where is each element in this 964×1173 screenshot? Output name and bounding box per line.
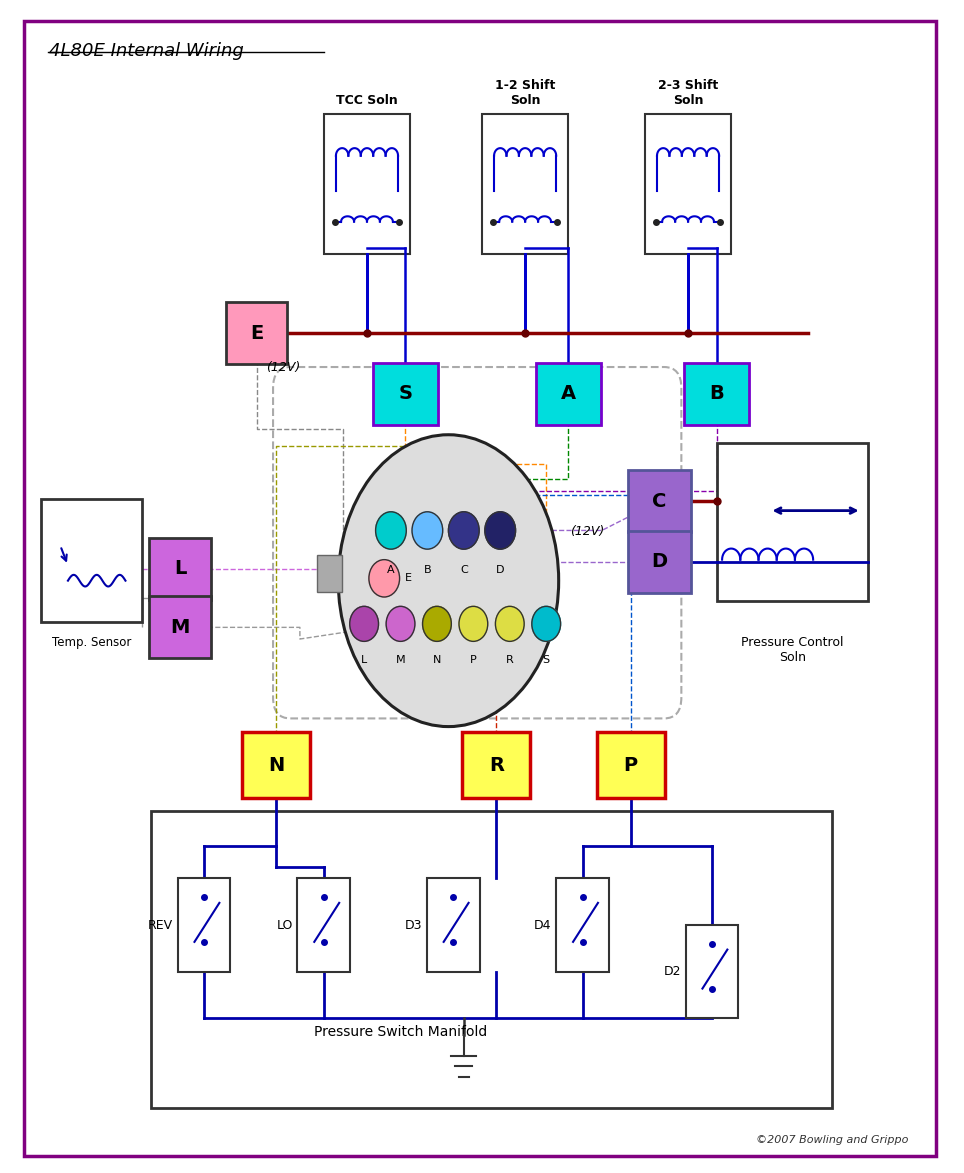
- Text: D4: D4: [534, 918, 551, 931]
- Text: A: A: [388, 565, 395, 576]
- Text: M: M: [395, 656, 405, 665]
- Text: 1-2 Shift
Soln: 1-2 Shift Soln: [495, 79, 555, 107]
- Circle shape: [369, 560, 399, 597]
- FancyBboxPatch shape: [684, 362, 749, 425]
- Text: R: R: [506, 656, 514, 665]
- Text: M: M: [171, 618, 190, 637]
- FancyBboxPatch shape: [373, 362, 438, 425]
- FancyBboxPatch shape: [41, 499, 142, 622]
- Text: E: E: [250, 324, 263, 343]
- Text: Pressure Control
Soln: Pressure Control Soln: [741, 636, 844, 664]
- Text: L: L: [361, 656, 367, 665]
- FancyBboxPatch shape: [556, 879, 609, 971]
- Text: LO: LO: [277, 918, 293, 931]
- Ellipse shape: [338, 435, 559, 726]
- Circle shape: [387, 606, 415, 642]
- FancyBboxPatch shape: [645, 114, 732, 253]
- Text: B: B: [423, 565, 431, 576]
- Text: D3: D3: [405, 918, 422, 931]
- Text: TCC Soln: TCC Soln: [336, 94, 398, 107]
- Text: (12V): (12V): [266, 360, 301, 373]
- Text: A: A: [561, 385, 576, 404]
- Text: ©2007 Bowling and Grippo: ©2007 Bowling and Grippo: [756, 1134, 908, 1145]
- Text: 4L80E Internal Wiring: 4L80E Internal Wiring: [49, 42, 244, 61]
- Text: C: C: [460, 565, 468, 576]
- FancyBboxPatch shape: [463, 732, 530, 798]
- Text: (12V): (12V): [571, 526, 604, 538]
- FancyBboxPatch shape: [482, 114, 568, 253]
- FancyBboxPatch shape: [24, 21, 936, 1157]
- Text: Pressure Switch Manifold: Pressure Switch Manifold: [314, 1025, 487, 1039]
- Text: N: N: [433, 656, 442, 665]
- Circle shape: [495, 606, 524, 642]
- FancyBboxPatch shape: [717, 443, 869, 601]
- Text: P: P: [624, 755, 637, 774]
- Text: C: C: [652, 491, 666, 510]
- Circle shape: [422, 606, 451, 642]
- FancyBboxPatch shape: [324, 114, 410, 253]
- Text: R: R: [489, 755, 504, 774]
- Text: E: E: [405, 574, 413, 583]
- FancyBboxPatch shape: [149, 538, 211, 599]
- FancyBboxPatch shape: [536, 362, 601, 425]
- FancyBboxPatch shape: [628, 470, 691, 533]
- Text: D: D: [495, 565, 504, 576]
- FancyBboxPatch shape: [149, 596, 211, 658]
- Text: D2: D2: [663, 965, 681, 978]
- Circle shape: [350, 606, 379, 642]
- FancyBboxPatch shape: [242, 732, 310, 798]
- FancyBboxPatch shape: [151, 811, 832, 1108]
- Circle shape: [532, 606, 561, 642]
- FancyBboxPatch shape: [177, 879, 230, 971]
- FancyBboxPatch shape: [227, 303, 287, 364]
- FancyBboxPatch shape: [317, 555, 342, 592]
- FancyBboxPatch shape: [298, 879, 350, 971]
- Circle shape: [412, 511, 442, 549]
- Circle shape: [485, 511, 516, 549]
- FancyBboxPatch shape: [628, 531, 691, 592]
- Text: Temp. Sensor: Temp. Sensor: [52, 636, 132, 649]
- Text: P: P: [470, 656, 477, 665]
- Circle shape: [448, 511, 479, 549]
- Text: B: B: [710, 385, 724, 404]
- Text: S: S: [398, 385, 413, 404]
- Circle shape: [459, 606, 488, 642]
- Text: L: L: [174, 560, 186, 578]
- Text: N: N: [268, 755, 284, 774]
- FancyBboxPatch shape: [685, 925, 738, 1018]
- Text: D: D: [652, 552, 667, 571]
- FancyBboxPatch shape: [427, 879, 480, 971]
- Text: 2-3 Shift
Soln: 2-3 Shift Soln: [658, 79, 718, 107]
- Text: REV: REV: [147, 918, 173, 931]
- Text: S: S: [543, 656, 549, 665]
- Circle shape: [376, 511, 406, 549]
- FancyBboxPatch shape: [597, 732, 664, 798]
